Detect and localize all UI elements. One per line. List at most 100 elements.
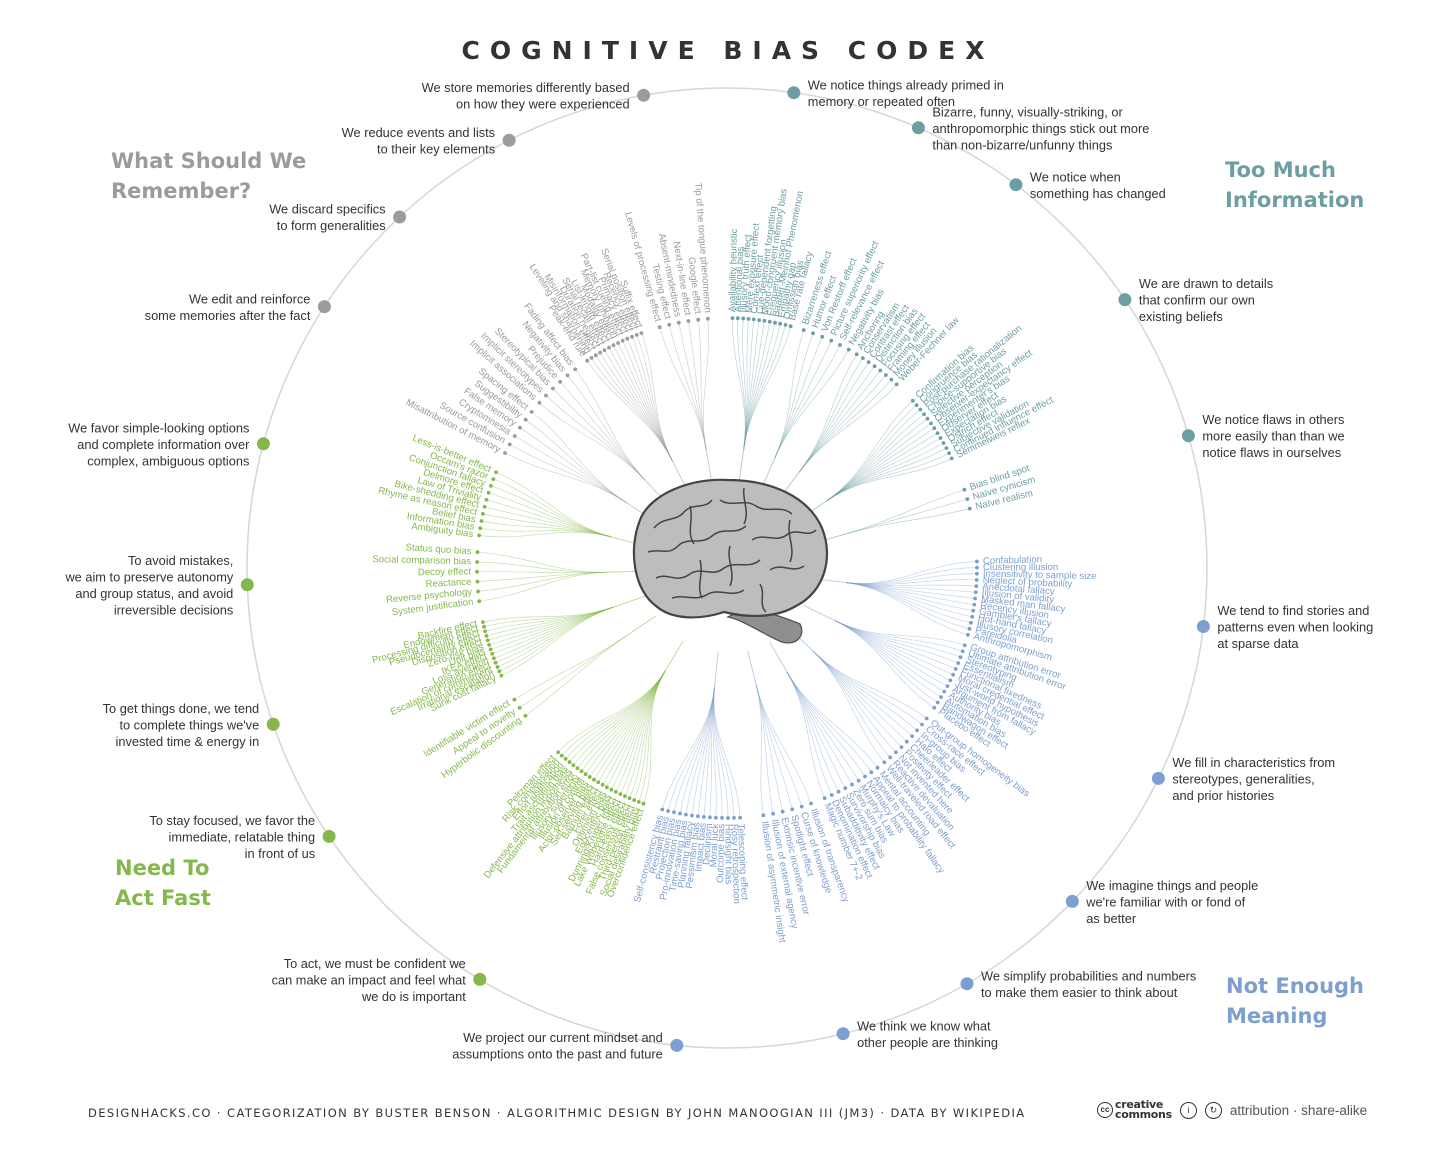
bias-dot — [757, 318, 761, 322]
creative-commons-logo: cc creative commons — [1097, 1098, 1172, 1120]
bias-dot — [872, 364, 877, 369]
bias-branch — [826, 452, 950, 502]
bias-branch — [519, 634, 628, 709]
bias-dot — [829, 338, 834, 343]
bias-branch — [514, 435, 627, 503]
bias-branch — [834, 620, 945, 692]
category-label-line: more easily than than we — [1202, 429, 1344, 444]
category-label-line: To stay focused, we favor the — [149, 813, 315, 828]
bias-dot — [962, 487, 967, 492]
page-title: COGNITIVE BIAS CODEX — [461, 36, 995, 65]
bias-branch — [786, 671, 872, 773]
bias-branch — [786, 671, 833, 796]
bias-dot — [799, 804, 804, 809]
brain-fold — [742, 487, 747, 525]
bias-branch — [565, 670, 666, 760]
bias-dot — [726, 816, 730, 820]
bias-dot — [863, 774, 867, 779]
bias-branch — [643, 670, 666, 804]
bias-dot — [639, 331, 644, 335]
bias-branch — [712, 687, 723, 818]
bias-dot — [866, 360, 871, 364]
category-label-line: invested time & energy in — [116, 734, 260, 749]
bias-dot — [596, 780, 601, 785]
category-label: We fill in characteristics from stereotyp… — [1172, 755, 1335, 803]
bias-label: Illusory truth effect — [738, 234, 754, 313]
bias-dot — [492, 656, 496, 661]
bias-dot — [497, 669, 502, 674]
bias-dot — [475, 579, 480, 584]
bias-dot — [838, 343, 842, 347]
category-label-line: to their key elements — [377, 142, 495, 157]
bias-label: Confabulation — [983, 554, 1042, 567]
category-node — [256, 437, 270, 451]
bias-branch — [743, 322, 776, 450]
bias-label: Telescoping effect — [735, 823, 750, 900]
bias-branch — [774, 344, 841, 459]
category-node — [502, 133, 516, 147]
bias-dot — [878, 368, 883, 373]
category-label-line: anthropomorphic things stick out more — [932, 121, 1149, 136]
bias-branch — [846, 582, 976, 599]
bias-dot — [487, 643, 491, 647]
category-label: We store memories differently based on ho… — [422, 80, 630, 112]
bias-dot — [975, 571, 979, 576]
bias-branch — [602, 670, 666, 785]
bias-dot — [627, 796, 632, 801]
bias-dot — [860, 356, 865, 360]
bias-branch — [487, 606, 614, 641]
bias-dot — [479, 519, 484, 523]
bias-branch — [846, 582, 977, 587]
bias-label: Insensitivity to sample size — [983, 569, 1097, 583]
bias-branch — [846, 573, 977, 585]
bias-branch — [713, 687, 741, 818]
category-label: We simplify probabilities and numbers to … — [981, 968, 1196, 1000]
bias-dot — [523, 713, 528, 718]
bias-label: Decoy effect — [418, 566, 472, 578]
bias-dot — [636, 800, 641, 804]
category-label-line: we aim to preserve autonomy — [64, 570, 233, 585]
bias-branch — [593, 670, 666, 780]
bias-dot — [925, 416, 930, 421]
bias-branch — [755, 684, 803, 807]
category-node — [1065, 894, 1079, 908]
bias-dot — [507, 442, 512, 447]
bias-branch — [755, 684, 784, 812]
bias-branch — [679, 687, 715, 814]
bias-branch — [743, 323, 781, 450]
cc-word-top: creative — [1115, 1098, 1164, 1111]
bias-dot — [850, 782, 854, 787]
bias-dot — [517, 705, 522, 710]
bias-dot — [676, 320, 681, 325]
category-node — [637, 88, 651, 102]
bias-dot — [948, 678, 953, 683]
bias-branch — [624, 670, 666, 797]
bias-dot — [732, 816, 736, 820]
brain-icon — [632, 478, 829, 644]
bias-branch — [493, 606, 614, 659]
bias-dot — [875, 765, 880, 770]
bias-branch — [834, 620, 948, 687]
bias-dot — [967, 626, 972, 631]
category-label-line: we do is important — [361, 989, 466, 1004]
attribution-icon: i — [1179, 1101, 1197, 1119]
bias-dot — [696, 814, 700, 819]
bias-dot — [583, 772, 588, 777]
bias-branch — [525, 419, 627, 503]
bias-branch — [483, 606, 614, 628]
bias-branch — [798, 384, 897, 473]
category-trunk — [803, 604, 836, 622]
bias-dot — [607, 345, 611, 350]
category-label-line: We simplify probabilities and numbers — [981, 968, 1196, 983]
bias-dot — [592, 777, 596, 782]
bias-dot — [720, 816, 724, 820]
bias-branch — [774, 340, 832, 459]
bias-dot — [889, 377, 894, 382]
bias-branch — [755, 684, 793, 810]
bias-branch — [678, 322, 707, 450]
bias-branch — [846, 582, 976, 593]
bias-dot — [666, 809, 670, 813]
bias-dot — [915, 728, 919, 733]
category-node — [473, 972, 487, 986]
bias-dot — [678, 811, 682, 816]
